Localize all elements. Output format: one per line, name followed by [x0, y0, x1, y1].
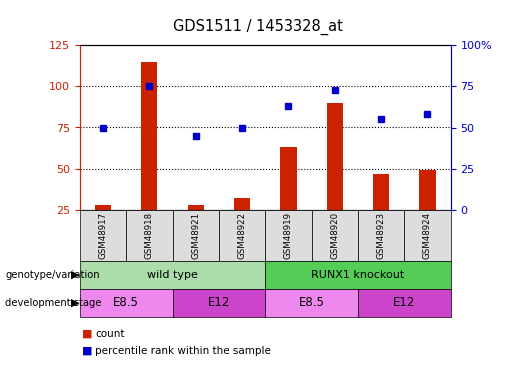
Bar [373, 174, 389, 210]
Text: RUNX1 knockout: RUNX1 knockout [311, 270, 405, 280]
Bar [187, 205, 204, 210]
Text: GDS1511 / 1453328_at: GDS1511 / 1453328_at [173, 19, 342, 35]
Bar [234, 198, 250, 210]
Text: E8.5: E8.5 [299, 296, 324, 309]
Text: E12: E12 [393, 296, 416, 309]
Text: ■: ■ [82, 329, 93, 339]
Text: GSM48922: GSM48922 [237, 212, 247, 259]
Bar [280, 147, 297, 210]
Text: ▶: ▶ [71, 270, 80, 280]
Text: GSM48918: GSM48918 [145, 212, 154, 259]
Text: genotype/variation: genotype/variation [5, 270, 100, 280]
Text: GSM48920: GSM48920 [330, 212, 339, 259]
Text: E12: E12 [208, 296, 230, 309]
Text: GSM48921: GSM48921 [191, 212, 200, 259]
Text: count: count [95, 329, 125, 339]
Text: GSM48924: GSM48924 [423, 212, 432, 259]
Bar [327, 103, 343, 210]
Text: ■: ■ [82, 346, 93, 355]
Text: GSM48919: GSM48919 [284, 212, 293, 259]
Text: E8.5: E8.5 [113, 296, 139, 309]
Bar [419, 170, 436, 210]
Text: percentile rank within the sample: percentile rank within the sample [95, 346, 271, 355]
Text: ▶: ▶ [71, 298, 80, 308]
Bar [141, 62, 158, 210]
Text: GSM48917: GSM48917 [98, 212, 108, 259]
Bar [95, 205, 111, 210]
Text: development stage: development stage [5, 298, 101, 308]
Text: GSM48923: GSM48923 [376, 212, 386, 259]
Text: wild type: wild type [147, 270, 198, 280]
